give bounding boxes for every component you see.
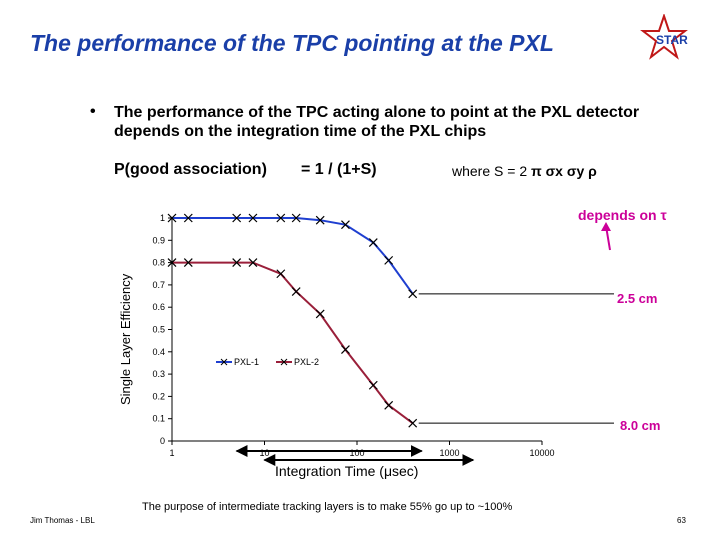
x-tick-label: 10	[259, 448, 269, 458]
data-point-PXL-1	[232, 213, 242, 223]
data-point-PXL-1	[276, 213, 286, 223]
data-point-PXL-1	[315, 215, 325, 225]
data-point-PXL-2	[183, 258, 193, 268]
data-point-PXL-2	[248, 258, 258, 268]
purpose-note: The purpose of intermediate tracking lay…	[142, 501, 513, 513]
y-tick-label: 0	[160, 436, 165, 446]
page-number: 63	[677, 516, 686, 525]
data-point-PXL-2	[368, 380, 378, 390]
chart-axes: 0 0.1 0.2 0.3 0.4 0.5 0.6 0.7 0.8 0.9 1 1 10 100 1000 1…	[152, 213, 554, 458]
data-point-PXL-2	[384, 400, 394, 410]
chart-legend: PXL-1 PXL-2	[216, 357, 319, 367]
data-point-PXL-2	[315, 309, 325, 319]
data-point-PXL-1	[248, 213, 258, 223]
data-point-PXL-2	[232, 258, 242, 268]
y-tick-label: 0.8	[152, 258, 165, 268]
point-mark	[408, 289, 418, 299]
point-mark	[315, 309, 325, 319]
point-mark	[408, 418, 418, 428]
y-axis-label: Single Layer Efficiency	[118, 273, 133, 405]
point-mark	[341, 220, 350, 230]
depends-arrowhead	[601, 222, 611, 231]
point-mark	[341, 345, 350, 354]
point-mark	[384, 255, 394, 265]
formula-left: P(good association)	[114, 161, 267, 178]
formula-right: = 1 / (1+S)	[301, 161, 377, 178]
where-clause: where S = 2 π σx σy ρ	[452, 163, 597, 179]
label-8-0cm: 8.0 cm	[620, 418, 661, 433]
data-point-PXL-2	[291, 287, 301, 297]
series-line-PXL-1	[172, 217, 414, 295]
y-tick-label: 0.2	[152, 391, 165, 401]
y-tick-label: 0.3	[152, 369, 165, 379]
data-point-PXL-2	[276, 269, 286, 279]
point-mark	[368, 380, 378, 390]
data-point-PXL-1	[384, 255, 394, 265]
data-point-PXL-2	[167, 258, 177, 268]
depends-on-tau: depends on τ	[578, 207, 667, 223]
bullet-marker: •	[90, 103, 96, 120]
point-mark	[183, 213, 193, 223]
point-mark	[368, 238, 378, 247]
data-point-PXL-1	[167, 213, 177, 223]
data-point-PXL-1	[183, 213, 193, 223]
y-tick-label: 0.1	[152, 414, 165, 424]
x-tick-label: 1000	[439, 448, 459, 458]
x-axis-label: Integration Time (μsec)	[275, 463, 419, 479]
data-point-PXL-2	[408, 418, 418, 428]
y-tick-label: 0.4	[152, 347, 165, 357]
point-mark	[167, 258, 177, 268]
data-point-PXL-2	[341, 345, 350, 354]
legend-label-PXL-2: PXL-2	[294, 357, 319, 367]
logo-text: STAR	[656, 33, 688, 47]
point-mark	[291, 213, 301, 223]
point-mark	[315, 215, 325, 225]
legend-marker	[220, 358, 228, 366]
x-tick-label: 10000	[529, 448, 554, 458]
y-tick-label: 0.9	[152, 235, 165, 245]
point-mark	[291, 287, 301, 297]
star-logo: STAR	[640, 14, 688, 60]
legend-marker	[280, 358, 288, 366]
chart-series	[167, 213, 418, 428]
point-mark	[183, 258, 193, 268]
y-tick-label: 0.6	[152, 302, 165, 312]
data-point-PXL-1	[368, 238, 378, 247]
point-mark	[276, 213, 286, 223]
point-mark	[248, 213, 258, 223]
slide-title: The performance of the TPC pointing at t…	[30, 30, 554, 56]
x-tick-label: 100	[349, 448, 364, 458]
data-point-PXL-1	[341, 220, 350, 230]
point-mark	[248, 258, 258, 268]
y-tick-label: 0.5	[152, 325, 165, 335]
point-mark	[384, 400, 394, 410]
point-mark	[167, 213, 177, 223]
legend-label-PXL-1: PXL-1	[234, 357, 259, 367]
footer-author: Jim Thomas - LBL	[30, 516, 95, 525]
data-point-PXL-1	[408, 289, 418, 299]
where-prefix: where S = 2	[452, 163, 528, 179]
point-mark	[232, 258, 242, 268]
label-2-5cm: 2.5 cm	[617, 291, 658, 306]
series-line-PXL-2	[172, 261, 414, 425]
x-tick-label: 1	[169, 448, 174, 458]
star-icon	[640, 14, 688, 60]
where-symbols: π σx σy ρ	[531, 163, 597, 179]
point-mark	[276, 269, 286, 279]
y-tick-label: 1	[160, 213, 165, 223]
bullet-text: The performance of the TPC acting alone …	[114, 104, 640, 140]
data-point-PXL-1	[291, 213, 301, 223]
chart-annotations	[235, 222, 614, 466]
y-tick-label: 0.7	[152, 280, 165, 290]
point-mark	[232, 213, 242, 223]
